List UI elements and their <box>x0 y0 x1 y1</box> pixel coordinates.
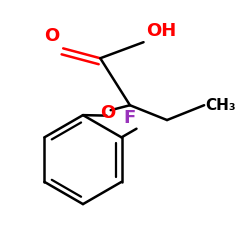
Text: OH: OH <box>146 22 176 40</box>
Text: F: F <box>123 110 135 128</box>
Text: O: O <box>44 27 60 45</box>
Text: CH₃: CH₃ <box>205 98 236 113</box>
Text: O: O <box>100 104 115 122</box>
